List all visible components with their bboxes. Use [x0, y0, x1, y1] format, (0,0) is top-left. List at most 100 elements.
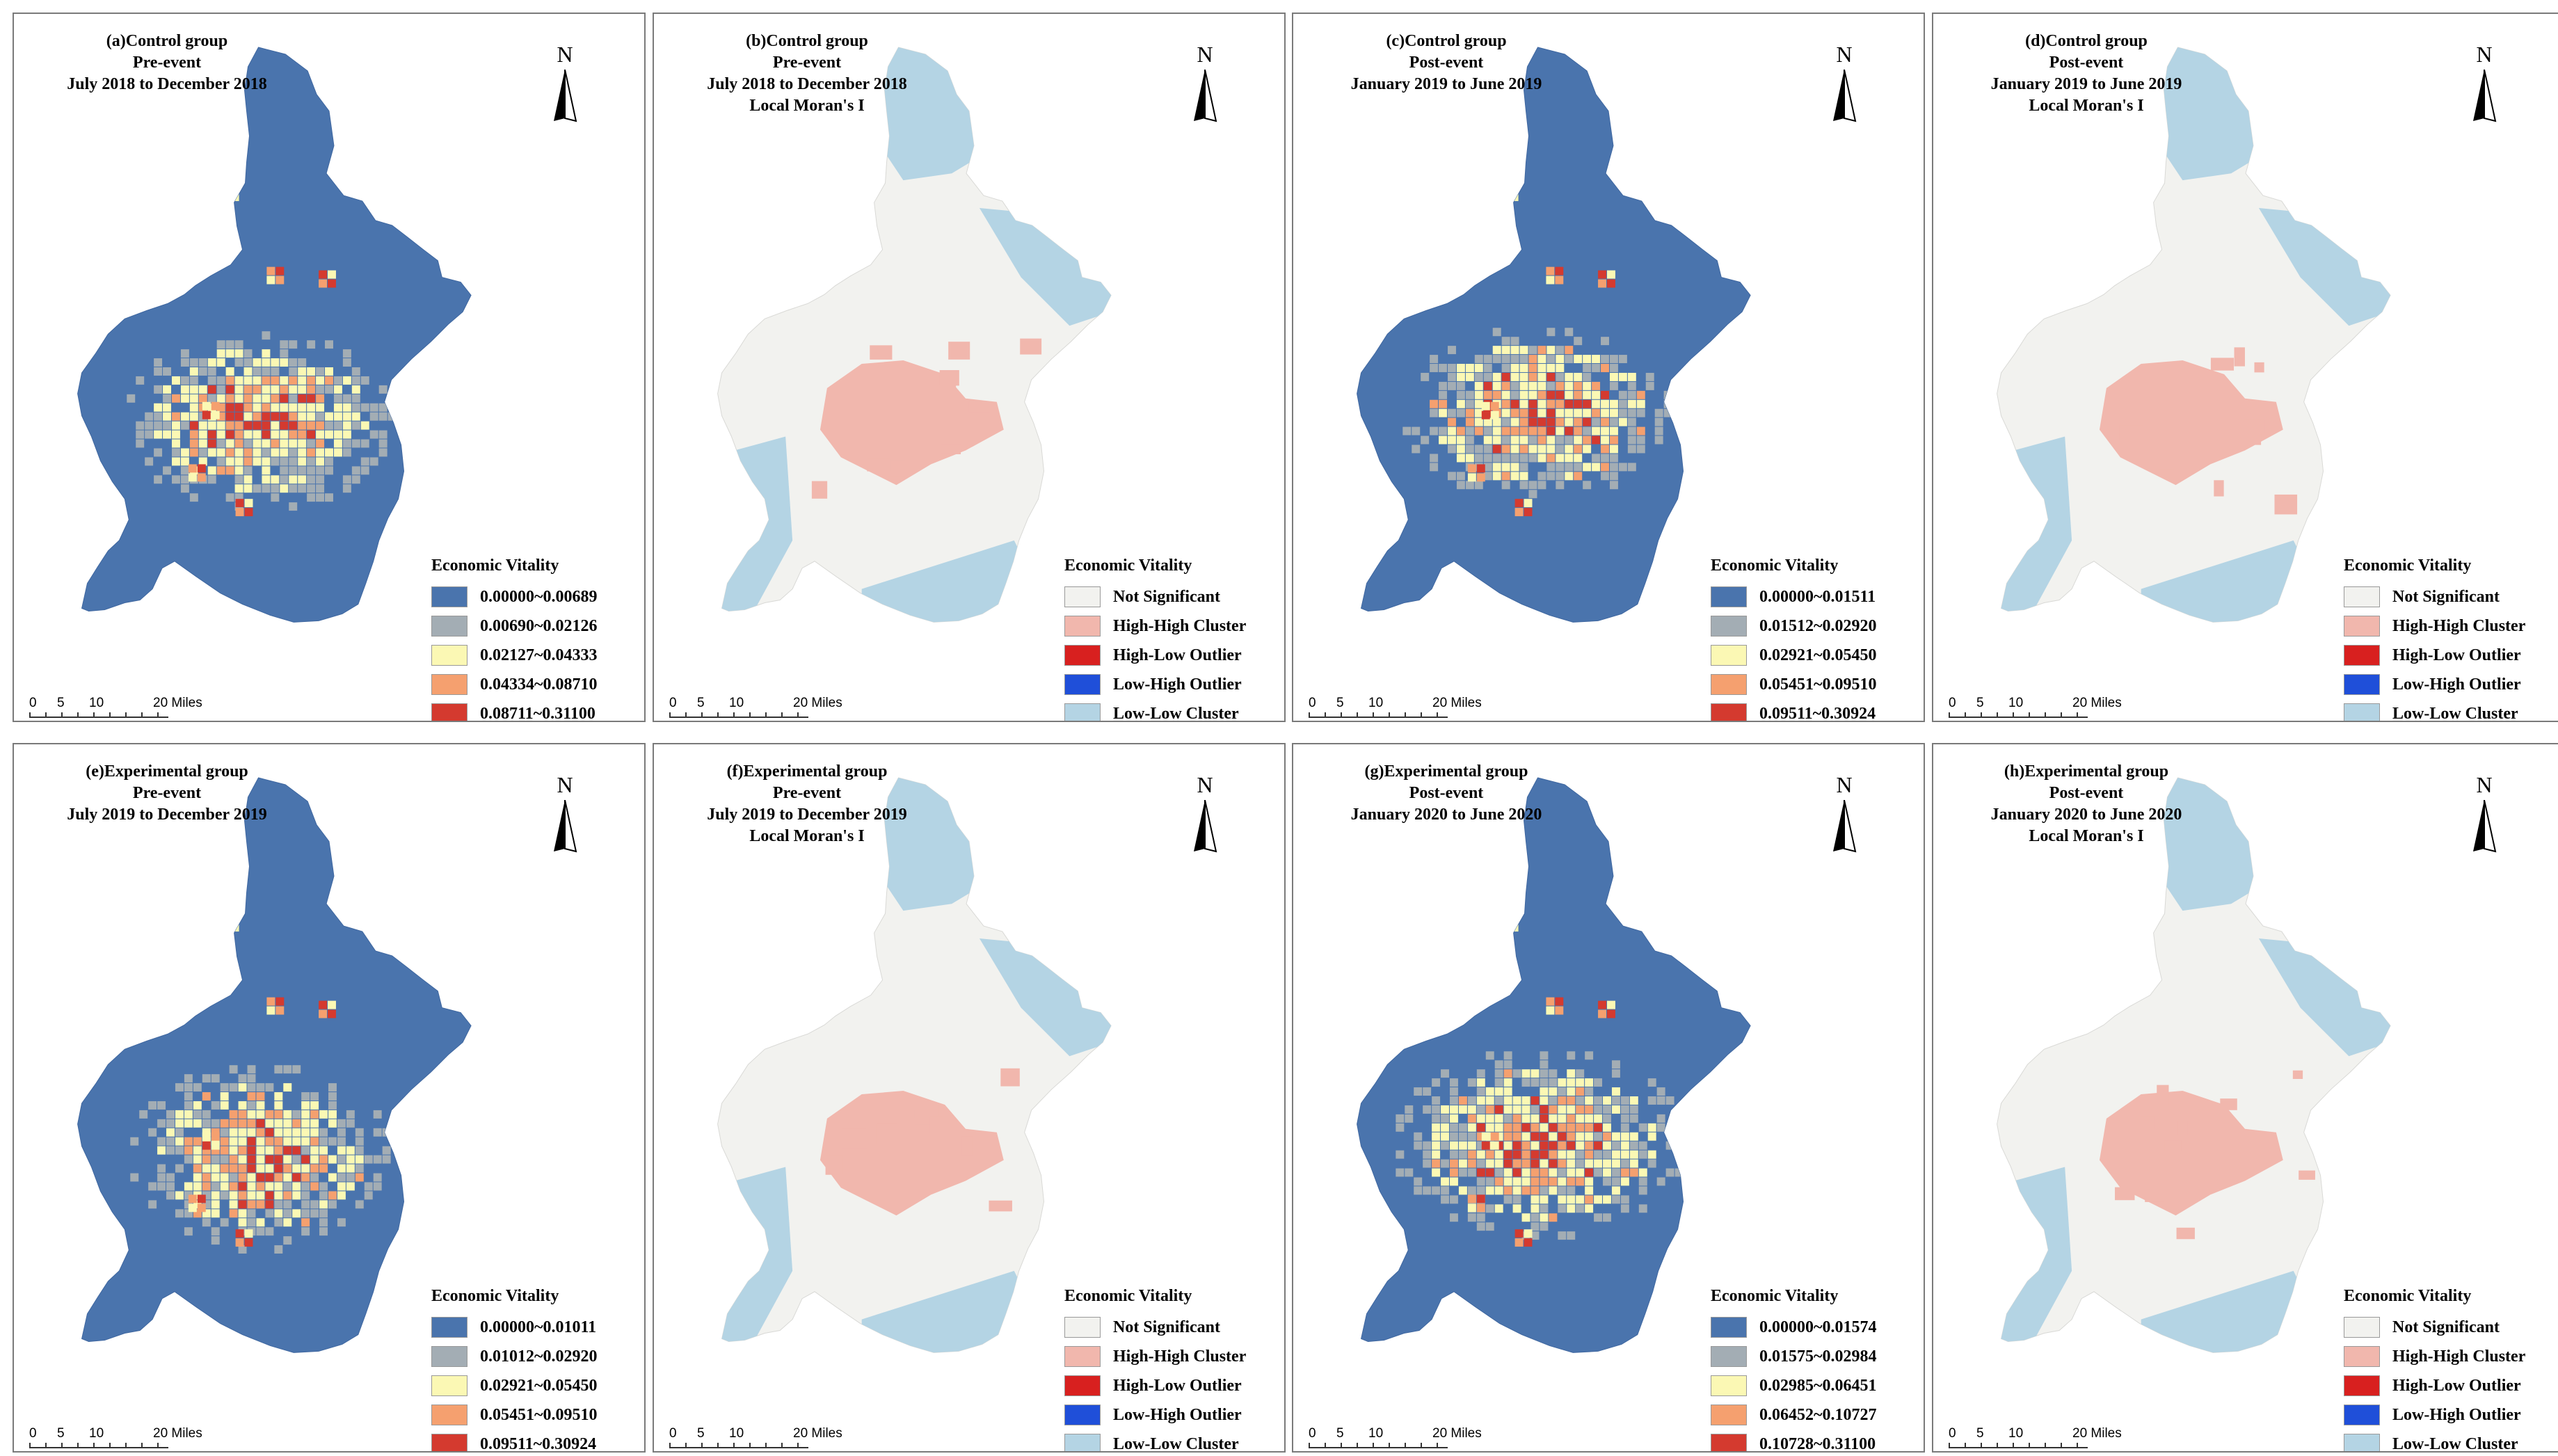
vitality-cell	[271, 421, 280, 430]
legend-item: 0.02921~0.05450	[1711, 641, 1876, 670]
legend-swatch	[1711, 645, 1747, 666]
vitality-cell	[207, 448, 216, 457]
vitality-cell	[342, 412, 351, 421]
vitality-cell	[1558, 1231, 1567, 1240]
vitality-cell	[220, 1083, 229, 1092]
vitality-cell	[1414, 1132, 1423, 1141]
vitality-cell	[1537, 372, 1546, 381]
vitality-cell	[328, 1173, 337, 1182]
vitality-cell	[325, 412, 333, 421]
vitality-cell	[193, 1119, 202, 1128]
vitality-cell	[360, 439, 369, 448]
vitality-cell	[1672, 399, 1681, 408]
vitality-cell	[1476, 1069, 1485, 1078]
vitality-cell	[225, 376, 234, 385]
vitality-cell	[1441, 1195, 1450, 1204]
vitality-cell	[1540, 1168, 1549, 1177]
vitality-cell	[378, 430, 387, 439]
vitality-cell	[145, 421, 154, 430]
vitality-cell	[211, 1182, 220, 1191]
vitality-cell	[163, 367, 172, 376]
legend-item: 0.01012~0.02920	[431, 1342, 597, 1371]
vitality-cell	[163, 394, 172, 403]
vitality-cell	[1492, 454, 1501, 463]
vitality-cell	[319, 1128, 328, 1137]
vitality-cell	[1503, 1186, 1512, 1195]
scale-tick	[2061, 712, 2062, 718]
north-arrow-icon	[1833, 70, 1857, 122]
legend-swatch	[1064, 1405, 1101, 1425]
legend: Economic Vitality 0.00000~0.01574 0.01575~…	[1711, 1287, 1876, 1451]
vitality-cell	[1627, 390, 1636, 399]
vitality-cell	[262, 394, 271, 403]
vitality-cell	[328, 279, 336, 288]
map-panel-h: (h)Experimental group Post-event January 2…	[1932, 743, 2558, 1453]
legend-swatch	[2344, 674, 2380, 695]
vitality-cell	[1519, 399, 1528, 408]
vitality-cell	[1524, 1229, 1533, 1238]
vitality-cell	[184, 1182, 193, 1191]
vitality-cell	[256, 1173, 265, 1182]
vitality-cell	[274, 1119, 283, 1128]
vitality-cell	[1481, 401, 1490, 410]
vitality-cell	[289, 403, 298, 412]
scale-tick	[61, 1443, 63, 1448]
vitality-cell	[280, 358, 289, 367]
vitality-cell	[1636, 390, 1645, 399]
vitality-cell	[280, 448, 289, 457]
vitality-cell	[1576, 1132, 1585, 1141]
vitality-cell	[244, 1229, 253, 1238]
vitality-cell	[234, 475, 243, 484]
vitality-cell	[1476, 1186, 1485, 1195]
vitality-cell	[1485, 1051, 1494, 1060]
vitality-cell	[229, 1146, 238, 1155]
vitality-cell	[1503, 1177, 1512, 1186]
vitality-cell	[1530, 1168, 1540, 1177]
vitality-cell	[1638, 1204, 1647, 1213]
vitality-cell	[319, 1182, 328, 1191]
vitality-cell	[1546, 355, 1556, 364]
vitality-cell	[1485, 1177, 1494, 1186]
vitality-cell	[1627, 435, 1636, 445]
north-arrow-icon	[1833, 800, 1857, 853]
vitality-cell	[262, 349, 271, 358]
north-arrow-icon	[2473, 800, 2497, 853]
vitality-cell	[1618, 355, 1627, 364]
legend-swatch	[2344, 645, 2380, 666]
vitality-cell	[157, 1146, 166, 1155]
vitality-cell	[234, 484, 243, 493]
vitality-cell	[310, 1209, 319, 1218]
vitality-cell	[1567, 1195, 1576, 1204]
vitality-cell	[274, 1128, 283, 1137]
legend-item: 0.05451~0.09510	[431, 1400, 597, 1430]
vitality-cell	[238, 1182, 247, 1191]
north-label: N	[1836, 42, 1853, 67]
scale-tick	[2077, 712, 2078, 718]
vitality-cell	[262, 484, 271, 493]
vitality-cell	[289, 394, 298, 403]
vitality-cell	[175, 1146, 184, 1155]
vitality-cell	[1647, 1078, 1656, 1087]
vitality-cell	[271, 385, 280, 394]
vitality-cell	[171, 457, 180, 466]
vitality-cell	[274, 1146, 283, 1155]
vitality-cell	[207, 439, 216, 448]
vitality-cell	[301, 1119, 310, 1128]
vitality-cell	[292, 1128, 301, 1137]
vitality-cell	[1456, 372, 1465, 381]
vitality-cell	[188, 473, 197, 482]
vitality-cell	[1396, 1168, 1405, 1177]
vitality-cell	[283, 1236, 292, 1245]
vitality-cell	[328, 1191, 337, 1200]
vitality-cell	[364, 1182, 373, 1191]
vitality-cell	[256, 1155, 265, 1164]
vitality-cell	[1609, 481, 1618, 490]
vitality-cell	[1456, 481, 1465, 490]
vitality-cell	[382, 1146, 391, 1155]
vitality-cell	[1530, 1231, 1540, 1240]
vitality-cell	[1565, 426, 1574, 435]
vitality-cell	[262, 376, 271, 385]
legend-label: Not Significant	[1113, 587, 1221, 606]
vitality-cell	[265, 1164, 274, 1173]
legend-label: Low-Low Cluster	[1113, 1434, 1239, 1453]
